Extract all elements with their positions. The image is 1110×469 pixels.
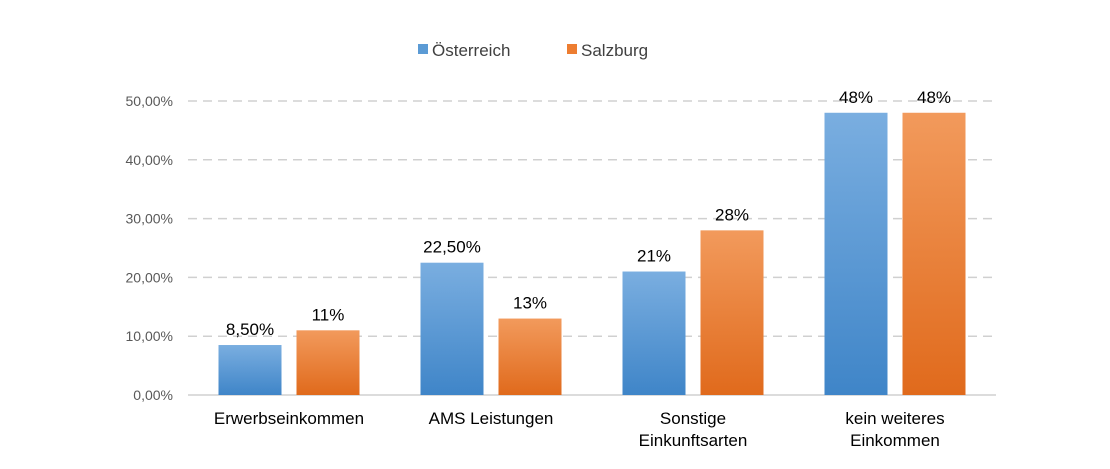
data-label: 48% xyxy=(917,88,951,107)
data-label: 22,50% xyxy=(423,238,481,257)
data-label: 11% xyxy=(312,305,345,324)
bars xyxy=(218,112,966,395)
bar-salzburg xyxy=(902,112,966,395)
data-label: 13% xyxy=(513,294,547,313)
y-tick-label: 20,00% xyxy=(126,269,173,285)
bar-salzburg xyxy=(700,230,764,395)
data-label: 28% xyxy=(715,205,749,224)
data-label: 21% xyxy=(637,247,671,266)
y-tick-label: 50,00% xyxy=(126,93,173,109)
category-label: kein weiteres Einkommen xyxy=(845,409,944,450)
x-axis-categories: Erwerbseinkommen AMS Leistungen Sonstige Ei… xyxy=(214,409,945,450)
legend-swatch xyxy=(418,44,428,54)
legend: Österreich Salzburg xyxy=(418,41,648,60)
category-label: AMS Leistungen xyxy=(429,409,554,428)
bar-salzburg xyxy=(296,330,360,395)
bar-oesterreich xyxy=(218,345,282,395)
y-axis-ticks: 0,00% 10,00% 20,00% 30,00% 40,00% 50,00% xyxy=(126,93,173,403)
y-tick-label: 30,00% xyxy=(126,211,173,227)
bar-salzburg xyxy=(498,318,562,395)
y-tick-label: 40,00% xyxy=(126,152,173,168)
y-tick-label: 0,00% xyxy=(133,387,173,403)
bar-oesterreich xyxy=(420,262,484,395)
legend-item-oesterreich: Österreich xyxy=(418,41,510,60)
data-labels: 8,50% 11% 22,50% 13% 21% 28% 48% 48% xyxy=(226,88,951,339)
data-label: 48% xyxy=(839,88,873,107)
bar-oesterreich xyxy=(622,271,686,395)
legend-label: Österreich xyxy=(432,41,510,60)
legend-item-salzburg: Salzburg xyxy=(567,41,648,60)
category-label: Sonstige Einkunftsarten xyxy=(639,409,748,450)
legend-label: Salzburg xyxy=(581,41,648,60)
y-tick-label: 10,00% xyxy=(126,328,173,344)
data-label: 8,50% xyxy=(226,320,274,339)
category-label: Erwerbseinkommen xyxy=(214,409,364,428)
bar-oesterreich xyxy=(824,112,888,395)
legend-swatch xyxy=(567,44,577,54)
